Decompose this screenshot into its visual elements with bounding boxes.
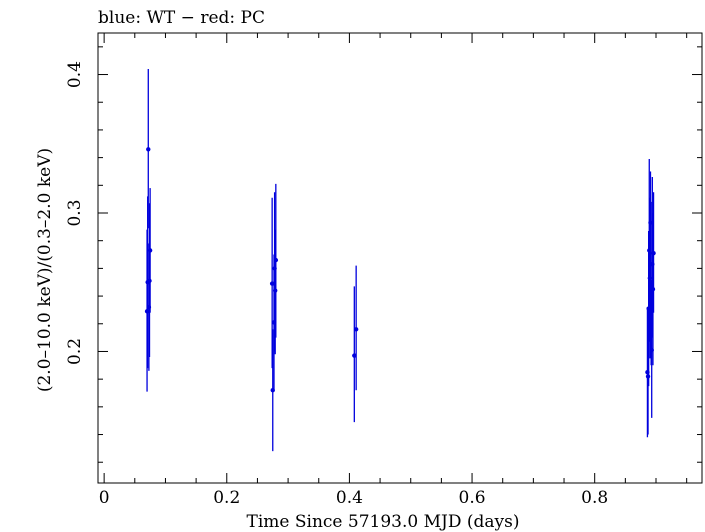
y-tick-label: 0.4 <box>65 61 85 88</box>
y-axis-label: (2.0–10.0 keV)/(0.3–2.0 keV) <box>35 148 55 392</box>
y-tick-labels: 0.2 0.3 0.4 <box>65 61 85 365</box>
plot-frame <box>97 32 703 484</box>
axis-ticks <box>98 33 702 483</box>
x-tick-label: 0.8 <box>581 488 608 508</box>
data-point <box>651 250 656 256</box>
data-point <box>270 388 275 393</box>
y-tick-label: 0.2 <box>65 338 85 365</box>
data-points <box>144 69 656 452</box>
data-point <box>353 327 359 332</box>
x-tick-label: 0.6 <box>459 488 486 508</box>
data-point <box>352 353 357 358</box>
data-point <box>147 248 153 253</box>
chart-title: blue: WT − red: PC <box>98 8 265 28</box>
x-axis-label: Time Since 57193.0 MJD (days) <box>247 512 520 532</box>
data-point <box>269 281 275 286</box>
x-tick-labels: 0 0.2 0.4 0.6 0.8 <box>99 488 608 508</box>
x-tick-label: 0.4 <box>336 488 363 508</box>
x-tick-label: 0.2 <box>213 488 240 508</box>
data-point <box>273 257 279 263</box>
y-tick-label: 0.3 <box>65 199 85 226</box>
data-point <box>146 147 151 152</box>
x-tick-label: 0 <box>99 488 110 508</box>
